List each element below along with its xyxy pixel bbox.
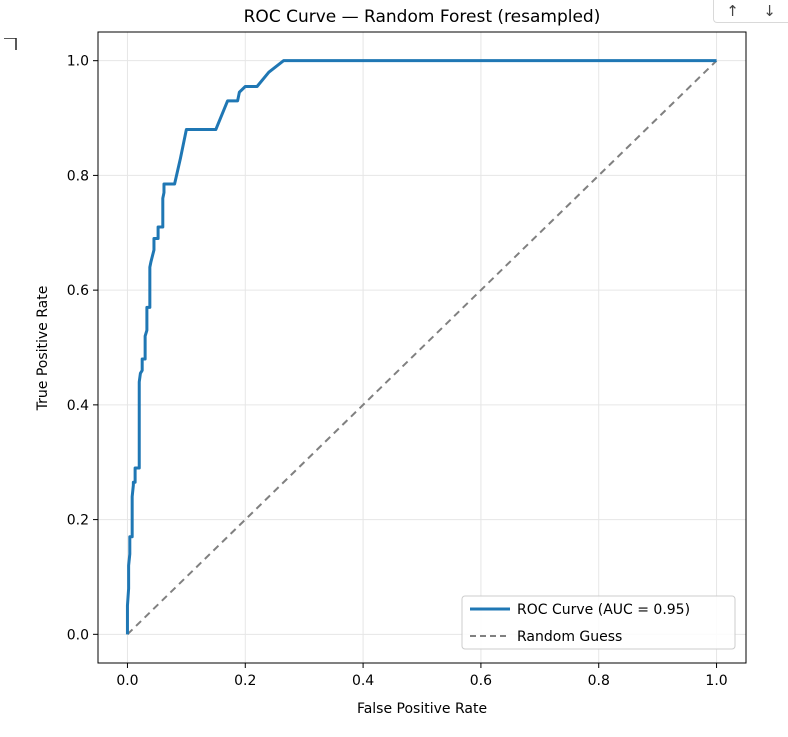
- y-tick-label: 0.6: [67, 283, 89, 299]
- x-tick-label: 0.2: [234, 673, 256, 689]
- legend-label-random: Random Guess: [517, 629, 622, 645]
- ticks: 0.0 0.2 0.4 0.6 0.8 1.0 0.0 0.2 0.4 0.6 0.8 1.0: [67, 54, 728, 689]
- y-tick-label: 0.8: [67, 168, 89, 184]
- move-up-icon[interactable]: ↑: [726, 1, 739, 20]
- x-tick-label: 0.8: [588, 673, 610, 689]
- legend: ROC Curve (AUC = 0.95) Random Guess: [461, 595, 736, 650]
- x-tick-label: 1.0: [705, 673, 727, 689]
- cell-toolbar: ↑ ↓: [713, 0, 788, 23]
- random-guess-line: [126, 59, 718, 636]
- legend-box: [461, 595, 736, 650]
- legend-label-roc: ROC Curve (AUC = 0.95): [517, 602, 690, 618]
- chart-title: ROC Curve — Random Forest (resampled): [244, 7, 601, 27]
- series-layer: [125, 59, 718, 636]
- x-tick-label: 0.4: [352, 673, 374, 689]
- y-tick-label: 0.2: [67, 513, 89, 529]
- move-down-icon[interactable]: ↓: [763, 1, 776, 20]
- plot-frame: [97, 31, 747, 664]
- cursor-corner-icon: [4, 38, 17, 50]
- grid: [98, 32, 746, 663]
- y-axis-label: True Positive Rate: [35, 286, 51, 412]
- y-tick-label: 0.4: [67, 398, 89, 414]
- y-tick-label: 0.0: [67, 627, 89, 643]
- x-tick-label: 0.0: [116, 673, 138, 689]
- roc-curve-line: [125, 59, 717, 635]
- x-tick-label: 0.6: [470, 673, 492, 689]
- y-tick-label: 1.0: [67, 54, 89, 70]
- x-axis-label: False Positive Rate: [357, 701, 487, 717]
